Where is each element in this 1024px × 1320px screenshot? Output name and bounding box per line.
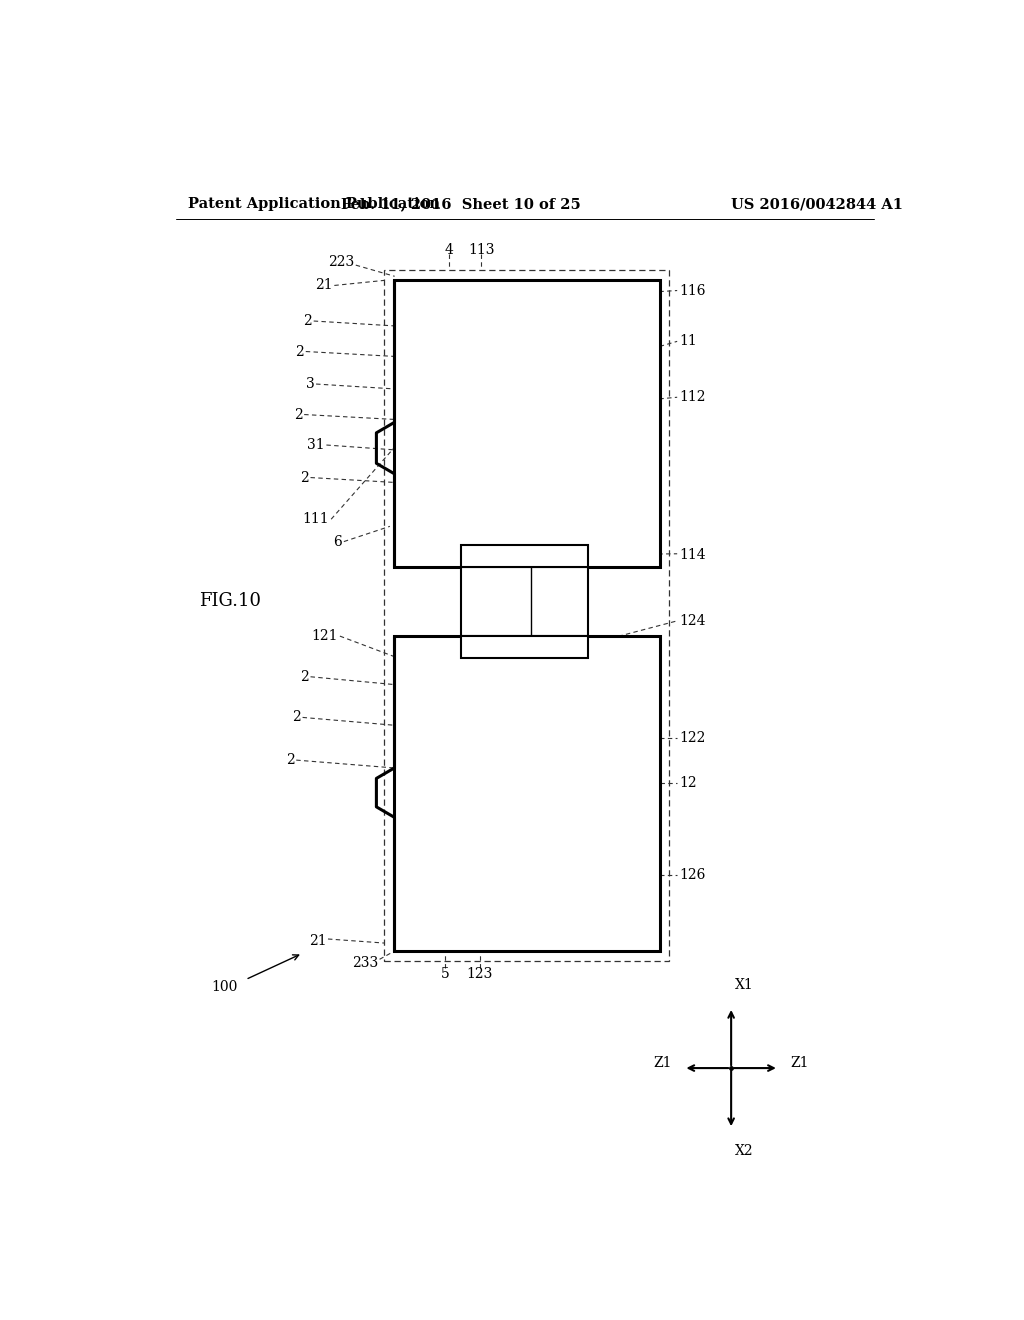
Text: 126: 126	[680, 869, 706, 882]
Text: 2: 2	[300, 669, 309, 684]
Text: 6: 6	[334, 535, 342, 549]
Text: 7: 7	[547, 603, 556, 618]
Text: 116: 116	[680, 284, 707, 297]
Text: 111: 111	[302, 512, 329, 527]
Bar	[409, 655, 645, 933]
Text: 233: 233	[351, 957, 378, 970]
Bar	[384, 271, 670, 961]
Text: 121: 121	[311, 630, 338, 643]
Text: 123: 123	[466, 966, 493, 981]
Text: 4: 4	[445, 243, 454, 257]
Bar	[461, 568, 588, 636]
Text: 31: 31	[307, 438, 325, 451]
Text: US 2016/0042844 A1: US 2016/0042844 A1	[731, 197, 903, 211]
Text: 124: 124	[680, 614, 707, 628]
Bar	[409, 298, 645, 549]
Text: Feb. 11, 2016  Sheet 10 of 25: Feb. 11, 2016 Sheet 10 of 25	[341, 197, 582, 211]
Bar	[461, 545, 588, 568]
Bar	[461, 636, 588, 659]
Text: 223: 223	[328, 255, 354, 269]
Text: 122: 122	[680, 731, 706, 744]
Text: 21: 21	[309, 935, 327, 948]
Bar	[394, 636, 659, 952]
Text: 2: 2	[286, 754, 295, 767]
Text: 21: 21	[315, 279, 333, 293]
Text: 113: 113	[468, 243, 495, 257]
Text: FIG.10: FIG.10	[200, 591, 261, 610]
Text: 2: 2	[292, 710, 301, 725]
Text: 112: 112	[680, 391, 707, 404]
Text: 2: 2	[303, 314, 312, 329]
Text: 12: 12	[680, 776, 697, 791]
Text: 2: 2	[296, 345, 304, 359]
Text: Z1: Z1	[653, 1056, 672, 1071]
Text: 2: 2	[294, 408, 303, 421]
Text: 100: 100	[211, 979, 238, 994]
Text: X1: X1	[735, 978, 754, 991]
Text: 5: 5	[441, 966, 450, 981]
Text: X2: X2	[735, 1144, 754, 1159]
Text: 11: 11	[680, 334, 697, 348]
Text: 114: 114	[680, 548, 707, 562]
Text: Z1: Z1	[791, 1056, 809, 1071]
Text: Patent Application Publication: Patent Application Publication	[187, 197, 439, 211]
Bar	[394, 280, 659, 568]
Text: 3: 3	[306, 378, 314, 391]
Text: 2: 2	[300, 470, 309, 484]
